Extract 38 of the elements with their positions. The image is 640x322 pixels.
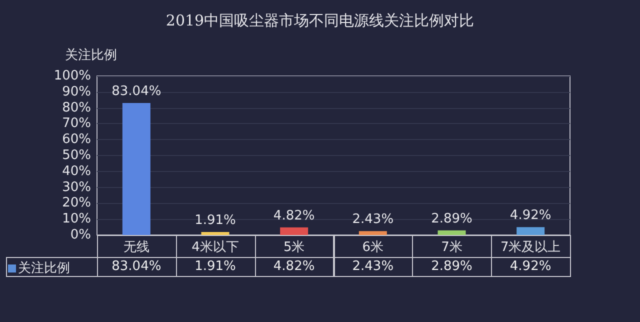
- x-tick-label: 7米: [441, 240, 462, 255]
- x-tick-label: 7米及以上: [500, 240, 561, 255]
- y-tick-label: 100%: [54, 68, 91, 84]
- y-axis-title: 关注比例: [65, 48, 117, 63]
- text: 2.43%: [352, 212, 394, 228]
- text: 83.04%: [112, 84, 162, 99]
- data-label: 2.89%: [412, 258, 492, 276]
- bar: [516, 227, 545, 235]
- y-tick-label: 90%: [62, 84, 91, 100]
- y-tick-label: 30%: [62, 180, 91, 195]
- data-label: 83.04%: [97, 258, 176, 276]
- y-tick-label: 20%: [62, 196, 91, 211]
- x-tick-label: 4米以下: [192, 240, 239, 255]
- bar: [280, 227, 308, 235]
- x-tick-label: 无线: [123, 240, 150, 255]
- y-tick-label: 40%: [62, 164, 91, 179]
- text: 4.92%: [510, 208, 552, 224]
- legend-label: 关注比例: [18, 261, 70, 276]
- data-label: 4.92%: [491, 258, 570, 276]
- y-tick-label: 50%: [62, 148, 91, 163]
- text: 4.82%: [273, 208, 315, 224]
- y-tick-label: 10%: [62, 212, 91, 227]
- y-tick-label: 70%: [62, 116, 91, 132]
- bar: [438, 230, 466, 235]
- x-tick-label: 6米: [362, 240, 384, 255]
- x-tick-label: 5米: [283, 240, 305, 255]
- y-tick-label: 80%: [62, 100, 91, 116]
- bar: [201, 232, 230, 235]
- y-tick-label: 0%: [70, 228, 91, 242]
- data-label: 1.91%: [176, 258, 255, 276]
- text: 2.89%: [431, 211, 472, 226]
- bar: [358, 231, 387, 235]
- bar: [122, 102, 150, 235]
- text: 1.91%: [194, 212, 236, 228]
- data-label: 2.43%: [334, 258, 412, 276]
- data-label: 4.82%: [254, 258, 334, 276]
- chart-title: 2019中国吸尘器市场不同电源线关注比例对比: [166, 12, 474, 30]
- y-tick-label: 60%: [62, 132, 91, 148]
